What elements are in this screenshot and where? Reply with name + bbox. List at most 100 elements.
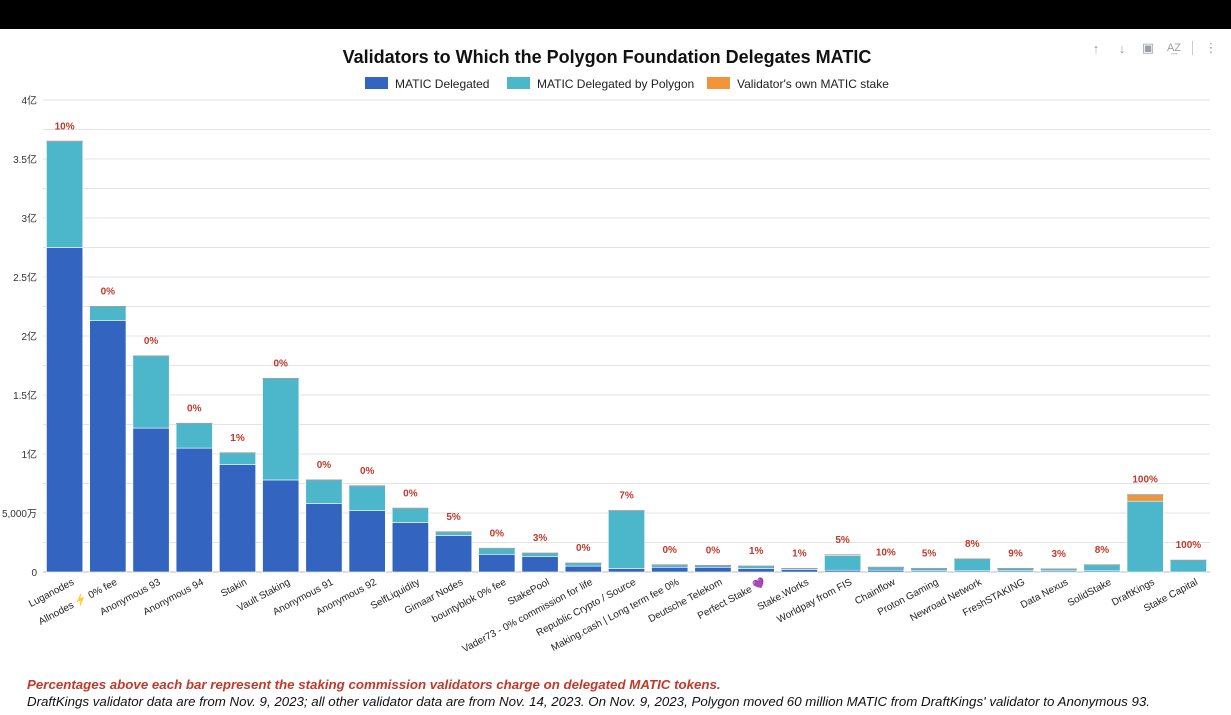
bar-segment: [564, 565, 602, 573]
bar-segment: [132, 355, 170, 429]
y-tick-label: 3.5亿: [13, 153, 37, 166]
bar-segment: [1169, 559, 1207, 573]
commission-label: 100%: [1132, 475, 1158, 486]
commission-label: 1%: [749, 546, 764, 557]
commission-label: 0%: [360, 466, 375, 477]
y-tick-label: 0: [31, 568, 37, 579]
x-tick-label: Data Nexus: [1019, 577, 1070, 611]
chart-toolbar: ↑ ↓ ▣ A͢Z ⋮: [1088, 40, 1219, 56]
commission-label: 1%: [792, 548, 807, 559]
bar-segment: [521, 556, 559, 573]
x-tick-label: Stakin: [219, 577, 249, 600]
y-tick-label: 4亿: [21, 94, 37, 107]
top-black-bar: [0, 0, 1231, 29]
commission-label: 5%: [446, 512, 461, 523]
x-tick-label: Newroad Network: [908, 576, 984, 623]
bar-segment: [780, 569, 818, 573]
bar-segment: [89, 320, 127, 573]
commission-label: 0%: [317, 460, 332, 471]
commission-label: 8%: [1095, 545, 1110, 556]
commission-label: 10%: [55, 121, 75, 132]
bar-segment: [348, 485, 386, 511]
commission-label: 0%: [706, 546, 721, 557]
y-tick-label: 1.5亿: [13, 389, 37, 402]
bar-segment: [953, 558, 991, 572]
y-tick-label: 2亿: [21, 330, 37, 343]
commission-label: 0%: [101, 287, 116, 298]
bar-segment: [348, 510, 386, 573]
chart: Validators to Which the Polygon Foundati…: [2, 47, 1210, 655]
commission-label: 7%: [619, 491, 634, 502]
commission-label: 100%: [1176, 540, 1202, 551]
y-tick-label: 1亿: [21, 448, 37, 461]
bar-segment: [1126, 500, 1164, 573]
arrow-up-icon[interactable]: ↑: [1092, 40, 1100, 56]
bar-segment: [478, 548, 516, 555]
footnote-commission: Percentages above each bar represent the…: [27, 677, 721, 692]
x-tick-label: SolidStake: [1066, 577, 1114, 609]
commission-label: 5%: [835, 535, 850, 546]
chart-settings-icon[interactable]: ▣: [1141, 40, 1155, 55]
commission-label: 3%: [533, 533, 548, 544]
commission-label: 0%: [273, 358, 288, 369]
legend-label: Validator's own MATIC stake: [737, 77, 889, 91]
more-vert-icon[interactable]: ⋮: [1204, 40, 1218, 55]
bar-segment: [305, 503, 343, 573]
commission-label: 10%: [876, 547, 896, 558]
legend-swatch: [707, 77, 730, 89]
legend: MATIC Delegated MATIC Delegated by Polygo…: [365, 77, 889, 91]
bar-segment: [175, 447, 213, 573]
y-axis: 0 5,000万 1亿 1.5亿 2亿 2.5亿 3亿 3.5亿 4亿: [2, 94, 37, 579]
y-tick-label: 3亿: [21, 212, 37, 225]
bar-segment: [391, 522, 429, 573]
commission-label: 9%: [1008, 548, 1023, 559]
bar-segment: [219, 464, 256, 573]
bar-segment: [175, 423, 213, 449]
footnotes: Percentages above each bar represent the…: [27, 677, 1150, 710]
y-tick-label: 2.5亿: [13, 271, 37, 284]
commission-label: 1%: [230, 433, 245, 444]
bar-segment: [478, 553, 516, 573]
bar-segment: [824, 555, 862, 571]
commission-label: 0%: [576, 543, 591, 554]
chart-title: Validators to Which the Polygon Foundati…: [343, 47, 872, 67]
x-tick-label: Allnodes ⚡ 0% fee: [36, 575, 120, 628]
y-tick-label: 5,000万: [2, 509, 37, 520]
legend-swatch: [507, 77, 530, 89]
legend-swatch: [365, 77, 388, 89]
footnote-data-dates: DraftKings validator data are from Nov. …: [27, 693, 1150, 709]
commission-label: 0%: [490, 528, 505, 539]
x-tick-label: Deutsche Telekom: [647, 577, 725, 625]
legend-label: MATIC Delegated by Polygon: [537, 77, 694, 91]
bar-segment: [262, 479, 300, 573]
commission-label: 0%: [144, 336, 159, 347]
bar-segment: [391, 507, 429, 523]
x-tick-label: Worldpay from FIS: [775, 577, 854, 626]
bar-segment: [435, 535, 473, 573]
commission-label: 0%: [662, 545, 677, 556]
bar-segment: [262, 378, 300, 481]
sort-az-icon[interactable]: A͢Z: [1166, 42, 1182, 54]
bar-segment: [435, 531, 473, 536]
bar-segment: [651, 566, 689, 573]
bar-segment: [608, 568, 645, 573]
bar-segment: [694, 566, 732, 573]
commission-label: 8%: [965, 539, 980, 550]
bar-segment: [1083, 564, 1121, 572]
bar-segment: [608, 510, 645, 569]
bar-segment: [132, 427, 170, 573]
toolbar-divider: [1192, 41, 1193, 55]
bar-segment: [46, 247, 84, 573]
commission-label: 0%: [403, 488, 418, 499]
bar-segment: [737, 568, 775, 573]
legend-label: MATIC Delegated: [395, 77, 489, 91]
x-tick-label: bountyblok 0% fee: [430, 577, 508, 626]
bar-segment: [521, 552, 559, 557]
bar-segment: [46, 141, 84, 248]
bar-segment: [1126, 494, 1164, 502]
bar-segment: [305, 479, 343, 504]
arrow-down-icon[interactable]: ↓: [1118, 40, 1126, 56]
commission-label: 3%: [1051, 549, 1066, 560]
commission-label: 0%: [187, 403, 202, 414]
